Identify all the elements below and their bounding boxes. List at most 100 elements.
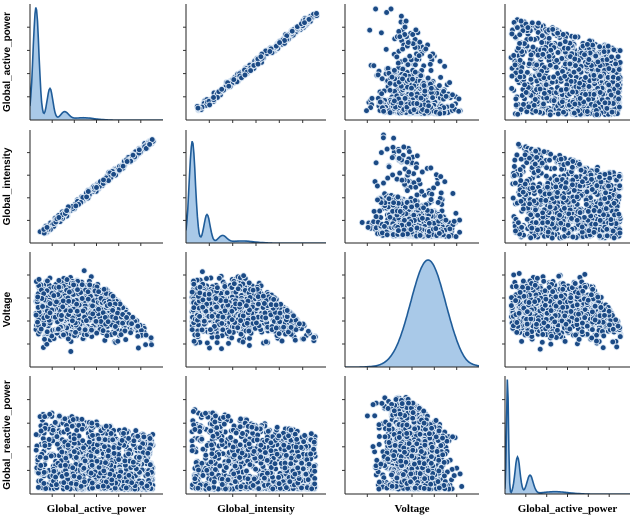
scatter-point (363, 107, 370, 115)
scatter-point (445, 233, 453, 240)
scatter-point (517, 155, 525, 163)
scatter-point (430, 184, 437, 192)
scatter-point (254, 60, 262, 68)
scatter-point (584, 41, 591, 48)
scatter-point (522, 89, 530, 96)
scatter-point (583, 108, 591, 115)
scatter-point (524, 24, 532, 31)
scatter-point (511, 163, 518, 170)
scatter-point (542, 81, 550, 89)
scatter-point (424, 74, 432, 82)
scatter-point (581, 51, 588, 59)
scatter-point (405, 168, 413, 176)
scatter-point (383, 145, 391, 153)
scatter-point (578, 223, 586, 231)
scatter-point (582, 74, 589, 81)
scatter-point (534, 211, 541, 219)
panel-axes-1-0 (27, 130, 163, 246)
scatter-point (597, 73, 604, 80)
scatter-point (615, 210, 623, 218)
scatter-point (305, 16, 313, 23)
scatter-point (358, 219, 366, 226)
scatter-point (432, 225, 440, 232)
scatter-point (456, 216, 463, 224)
scatter-point (425, 219, 433, 227)
scatter-point (534, 167, 542, 175)
scatter-point (378, 75, 386, 83)
scatter-point (399, 231, 407, 239)
scatter-point (601, 99, 609, 107)
scatter-point (376, 207, 384, 215)
scatter-point (564, 45, 572, 52)
scatter-point (603, 225, 611, 233)
scatter-point (374, 196, 381, 204)
scatter-point (576, 79, 584, 87)
scatter-point (378, 29, 385, 37)
scatter-point (386, 80, 394, 87)
scatter-point (532, 107, 540, 115)
scatter-point (395, 155, 403, 162)
scatter-point (615, 66, 623, 73)
scatter-point (553, 176, 561, 184)
scatter-point (514, 24, 521, 31)
scatter-point (436, 213, 444, 220)
scatter-point (530, 101, 538, 109)
scatter-point (605, 65, 613, 72)
scatter-point (404, 187, 411, 194)
scatter-point (376, 98, 384, 106)
scatter-point (413, 100, 421, 107)
scatter-point (418, 188, 426, 195)
scatter-point (532, 147, 540, 155)
scatter-point (448, 102, 456, 110)
scatter-point (436, 57, 444, 65)
panel-1-1 (186, 141, 326, 243)
scatter-point (63, 207, 71, 214)
scatter-point (596, 173, 603, 181)
scatter-point (540, 148, 548, 156)
scatter-point (576, 160, 583, 168)
scatter-point (422, 45, 430, 53)
scatter-point (614, 81, 621, 89)
scatter-point (566, 60, 574, 68)
scatter-point (387, 5, 395, 13)
scatter-point (514, 110, 522, 118)
scatter-point (544, 218, 552, 226)
scatter-point (364, 224, 372, 231)
scatter-point (562, 85, 570, 93)
scatter-point (610, 234, 618, 242)
scatter-point (538, 32, 546, 40)
scatter-point (562, 184, 569, 192)
scatter-point (540, 100, 547, 108)
scatter-point (516, 73, 524, 81)
panel-axes-1-3 (502, 130, 630, 246)
scatter-point (437, 173, 445, 180)
scatter-point (593, 111, 601, 118)
panel-2-0 (32, 267, 155, 355)
scatter-point (428, 84, 435, 92)
scatter-point (590, 229, 598, 236)
scatter-point (257, 53, 265, 61)
scatter-point (521, 81, 528, 89)
scatter-point (600, 48, 608, 56)
panel-1-2 (358, 131, 463, 240)
scatter-point (428, 190, 436, 198)
scatter-point (401, 95, 409, 102)
scatter-point (571, 33, 579, 41)
global-active-power-kde-line (30, 7, 163, 120)
scatter-point (436, 110, 444, 117)
scatter-point (386, 86, 394, 94)
scatter-point (616, 182, 624, 190)
scatter-point (517, 17, 525, 25)
scatter-point (446, 79, 453, 86)
scatter-point (84, 288, 92, 296)
scatter-point (581, 214, 588, 221)
scatter-point (596, 89, 604, 96)
scatter-point (374, 71, 382, 79)
scatter-point (546, 156, 553, 164)
scatter-point (67, 348, 75, 355)
scatter-point (427, 67, 435, 74)
scatter-point (610, 46, 618, 54)
scatter-point (539, 51, 547, 58)
scatter-point (576, 209, 584, 216)
scatter-point (129, 151, 137, 159)
